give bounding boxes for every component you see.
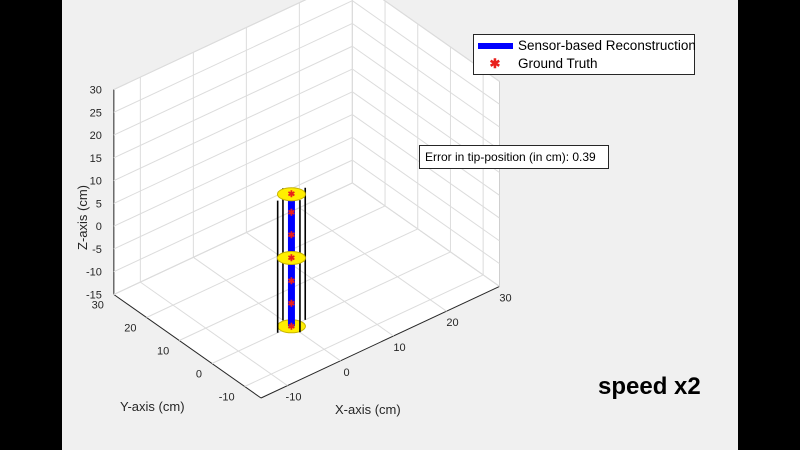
x-tick-label: 20: [446, 317, 458, 329]
y-tick-label: 0: [196, 369, 202, 381]
z-tick-label: 15: [90, 153, 102, 165]
ground-truth-marker: ✱: [288, 299, 296, 309]
legend-label-ground-truth: Ground Truth: [518, 56, 598, 71]
z-tick-label: -10: [86, 267, 102, 279]
asterisk-marker-icon: ✱: [489, 56, 501, 71]
axis-line: [260, 285, 500, 399]
ground-truth-marker: ✱: [288, 276, 296, 286]
continuum-robot: ✱✱✱✱✱✱✱✱: [276, 187, 307, 334]
grid-line: [113, 0, 353, 113]
speed-label: speed x2: [598, 373, 701, 400]
z-tick-label: 10: [90, 176, 102, 188]
z-tick-label: 5: [96, 198, 102, 210]
grid-line: [352, 91, 500, 196]
grid-line: [352, 0, 500, 105]
y-tick-label: 10: [157, 346, 169, 358]
3d-axes-plot: -100102030-100102030-15-10-5051015202530…: [75, 0, 512, 417]
grid-line: [299, 207, 447, 312]
disk-middle: [276, 250, 306, 265]
grid-line: [146, 205, 386, 318]
grid-line: [193, 256, 341, 362]
legend: Sensor-based Reconstruction ✱ Ground Tru…: [473, 34, 696, 75]
grid-line: [211, 251, 451, 364]
error-annotation: Error in tip-position (in cm): 0.39: [419, 145, 609, 169]
grid-line: [352, 136, 500, 242]
grid-line: [352, 182, 500, 287]
ground-truth-tip-marker: ✱: [288, 189, 296, 199]
legend-label-reconstruction: Sensor-based Reconstruction: [518, 38, 696, 53]
x-tick-label: 10: [393, 342, 405, 354]
grid-line: [113, 114, 353, 227]
y-tick-label: 20: [124, 323, 136, 335]
grid-line: [113, 68, 353, 182]
y-tick-label: -10: [219, 392, 235, 404]
legend-item-ground-truth: ✱ Ground Truth: [474, 55, 694, 73]
x-tick-label: 0: [343, 367, 349, 379]
line-swatch-icon: [478, 43, 513, 49]
figure-window: -10 0 10 20 30 -10 0 10 20 30 -15 -10 -5 0 5 10 15 20 25 30…: [62, 0, 738, 450]
ground-truth-marker: ✱: [288, 207, 296, 217]
grid-line: [113, 45, 353, 159]
grid-line: [140, 281, 288, 387]
axis-labels: X-axis (cm) Y-axis (cm) Z-axis (cm): [75, 185, 401, 417]
ground-truth-marker: ✱: [288, 230, 296, 240]
grid-lines: [113, 0, 500, 387]
grid-line: [352, 23, 500, 128]
z-tick-label: -5: [92, 244, 102, 256]
z-tick-label: 20: [90, 130, 102, 142]
ground-truth-marker: ✱: [288, 321, 296, 331]
z-tick-label: -15: [86, 290, 102, 302]
z-axis-label: Z-axis (cm): [75, 185, 90, 250]
disk-top: [276, 187, 306, 202]
z-tick-label: 0: [96, 221, 102, 233]
grid-line: [352, 159, 500, 265]
grid-line: [352, 45, 500, 151]
grid-line: [113, 23, 353, 136]
x-axis-label: X-axis (cm): [335, 402, 401, 417]
grid-line: [246, 232, 394, 337]
y-axis-label: Y-axis (cm): [120, 399, 185, 414]
y-tick-label: 30: [92, 300, 104, 312]
grid-line: [179, 228, 418, 341]
ground-truth-marker: ✱: [288, 253, 296, 263]
grid-line: [113, 182, 353, 295]
x-tick-label: -10: [286, 392, 302, 404]
x-tick-label: 30: [499, 292, 511, 304]
legend-item-reconstruction: Sensor-based Reconstruction: [474, 37, 696, 55]
grid-line: [244, 274, 484, 387]
floor-xy: [113, 182, 500, 398]
z-tick-label: 25: [90, 107, 102, 119]
z-tick-label: 30: [90, 85, 102, 97]
grid-line: [113, 159, 353, 273]
grid-line: [113, 91, 353, 204]
axis-line: [113, 294, 262, 399]
grid-line: [113, 136, 353, 250]
grid-line: [113, 0, 307, 90]
